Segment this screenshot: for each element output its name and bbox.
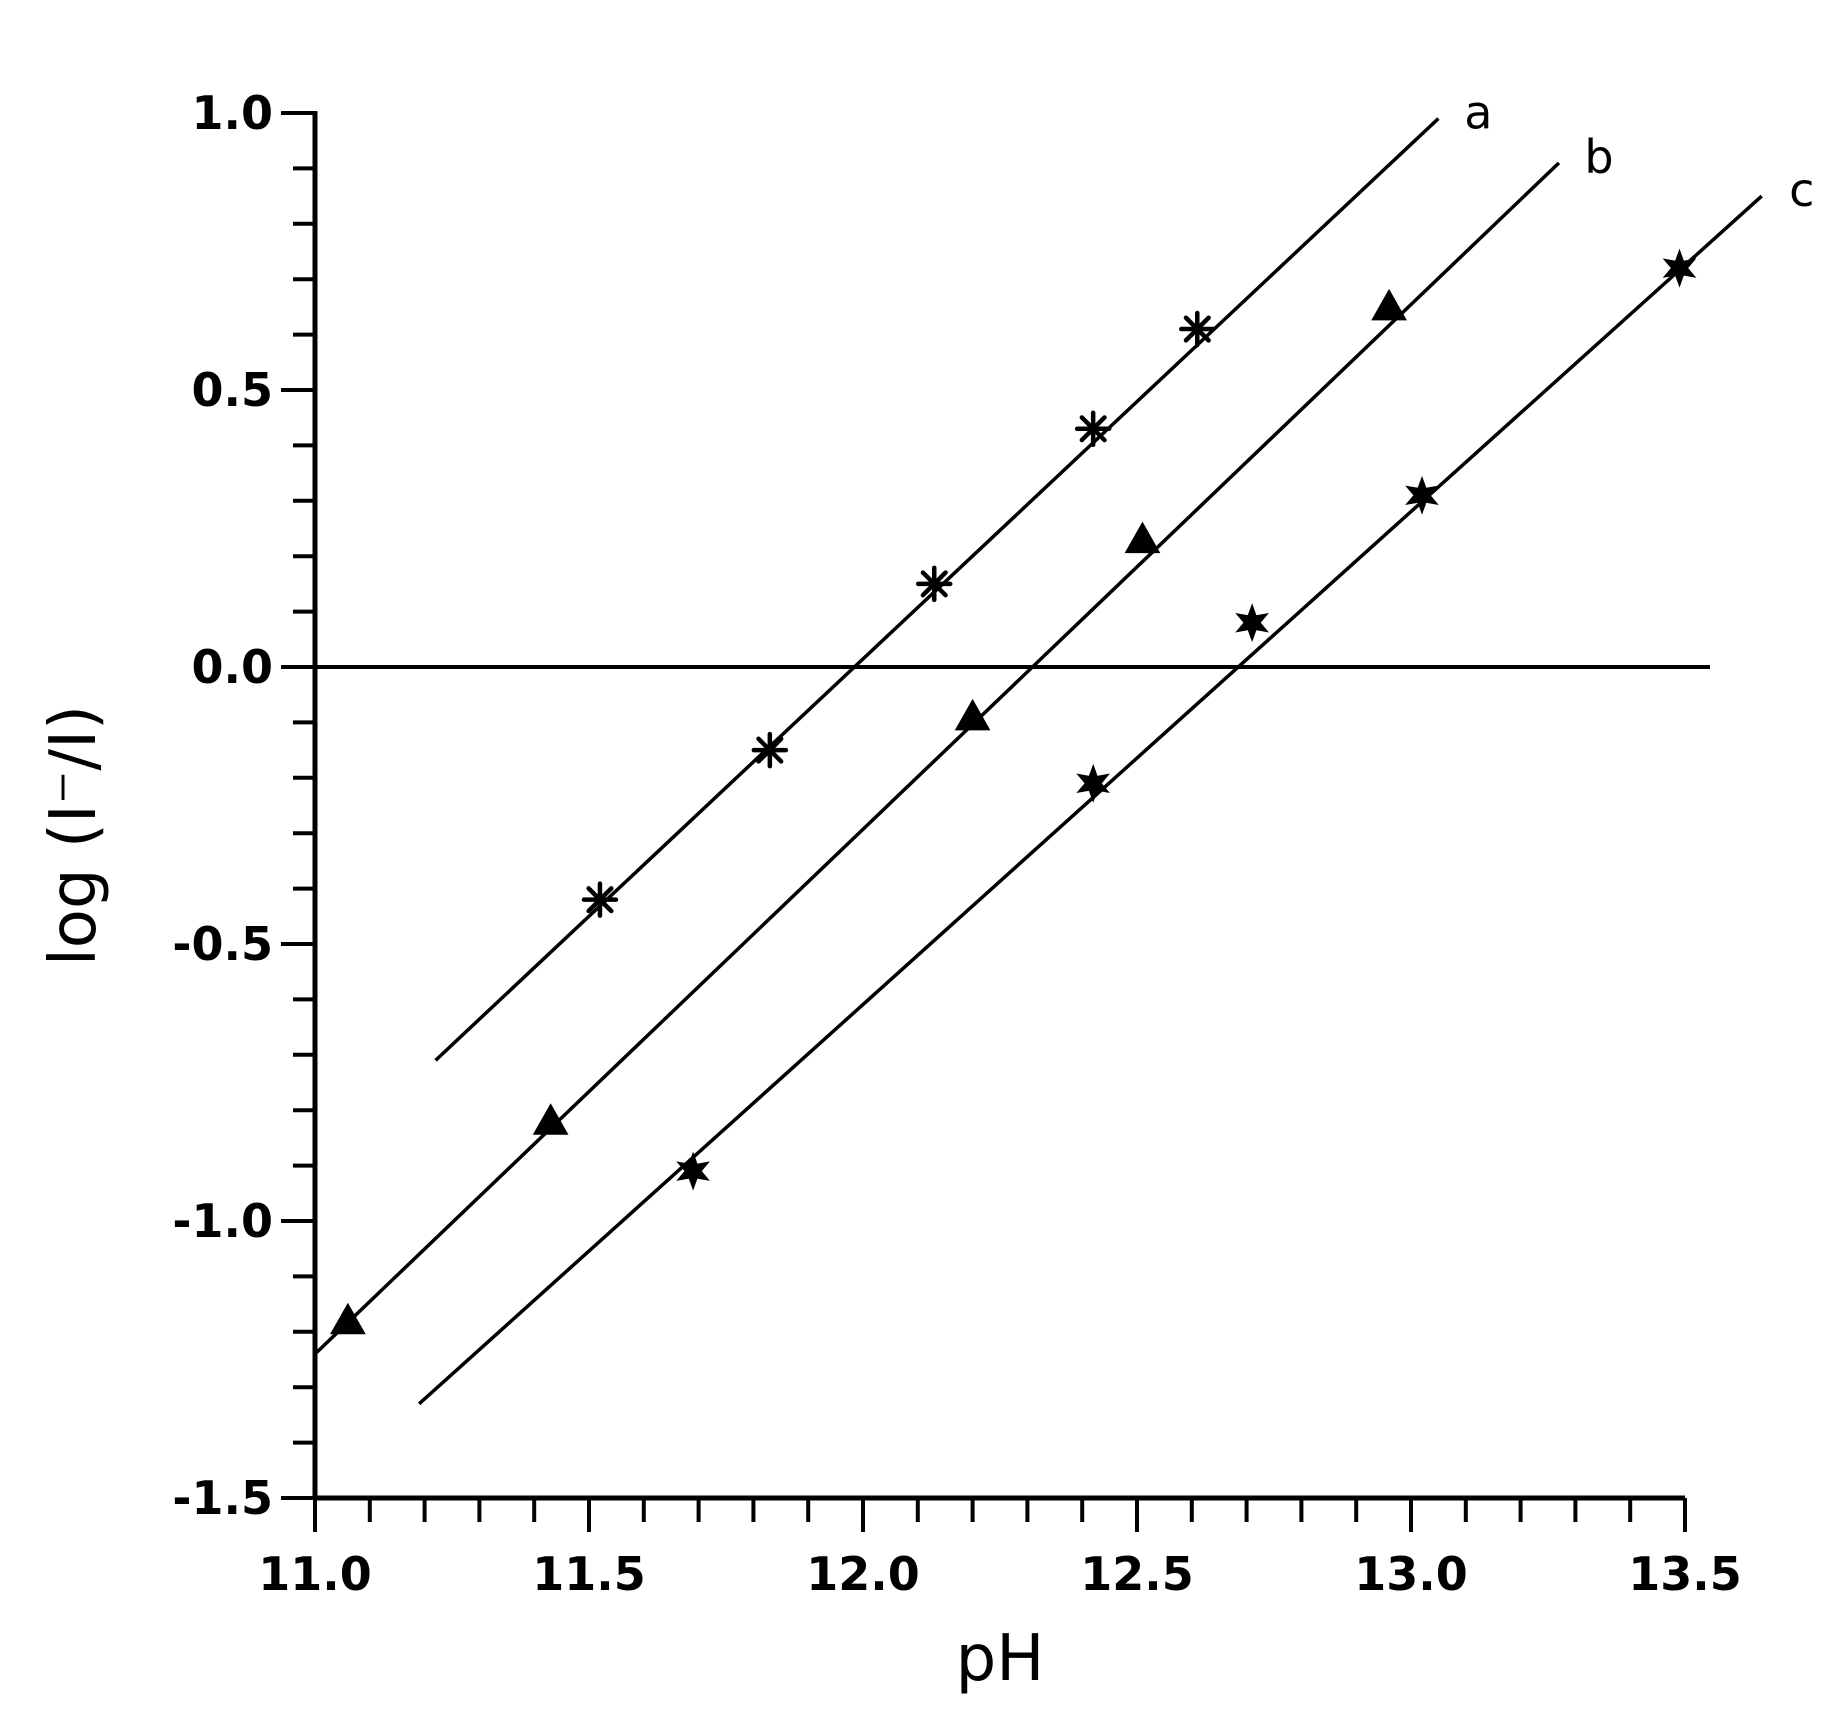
x-ticks: 11.0 11.5 12.0 12.5 13.0 13.5: [258, 1498, 1742, 1601]
y-tick-label: -1.5: [172, 1471, 273, 1525]
data-point-triangle: [330, 1302, 366, 1335]
x-tick-label: 12.0: [806, 1547, 920, 1601]
data-point-triangle: [1124, 521, 1161, 554]
x-tick-label: 13.0: [1354, 1547, 1468, 1601]
x-tick-label: 11.5: [532, 1547, 646, 1601]
axes: [312, 111, 1710, 1501]
series-label-a: a: [1464, 86, 1492, 140]
y-tick-label: -0.5: [172, 917, 273, 971]
y-axis-title: log (I⁻/I): [37, 705, 111, 966]
series-a: a: [434, 86, 1493, 1062]
y-tick-label: 0.0: [192, 640, 274, 694]
x-axis-title: pH: [956, 1622, 1045, 1696]
series-layer: a b c: [313, 86, 1814, 1406]
data-point-triangle: [954, 698, 991, 731]
data-point-asterisk: [1179, 310, 1216, 348]
data-point-star: [676, 1151, 710, 1191]
data-point-star: [1076, 763, 1110, 803]
y-tick-label: -1.0: [172, 1194, 273, 1248]
series-label-b: b: [1584, 130, 1613, 184]
x-tick-label: 13.5: [1628, 1547, 1742, 1601]
data-point-asterisk: [581, 881, 619, 918]
data-point-triangle: [532, 1103, 569, 1135]
data-point-asterisk: [1074, 410, 1112, 448]
series-line-b: [313, 161, 1561, 1356]
data-point-asterisk: [751, 731, 789, 769]
data-point-asterisk: [915, 565, 953, 603]
x-tick-label: 12.5: [1080, 1547, 1194, 1601]
data-point-triangle: [1371, 288, 1407, 321]
series-label-c: c: [1789, 163, 1814, 217]
x-tick-label: 11.0: [258, 1547, 372, 1601]
data-point-star: [1235, 603, 1269, 643]
series-b: b: [313, 130, 1614, 1356]
y-tick-label: 1.0: [192, 86, 274, 140]
data-point-star: [1405, 475, 1439, 515]
y-ticks: 1.0 0.5 0.0 -0.5 -1.0 -1.5: [172, 86, 315, 1525]
data-point-star: [1662, 248, 1697, 288]
y-tick-label: 0.5: [192, 363, 274, 417]
series-c: c: [417, 163, 1814, 1406]
series-line-c: [417, 194, 1763, 1406]
